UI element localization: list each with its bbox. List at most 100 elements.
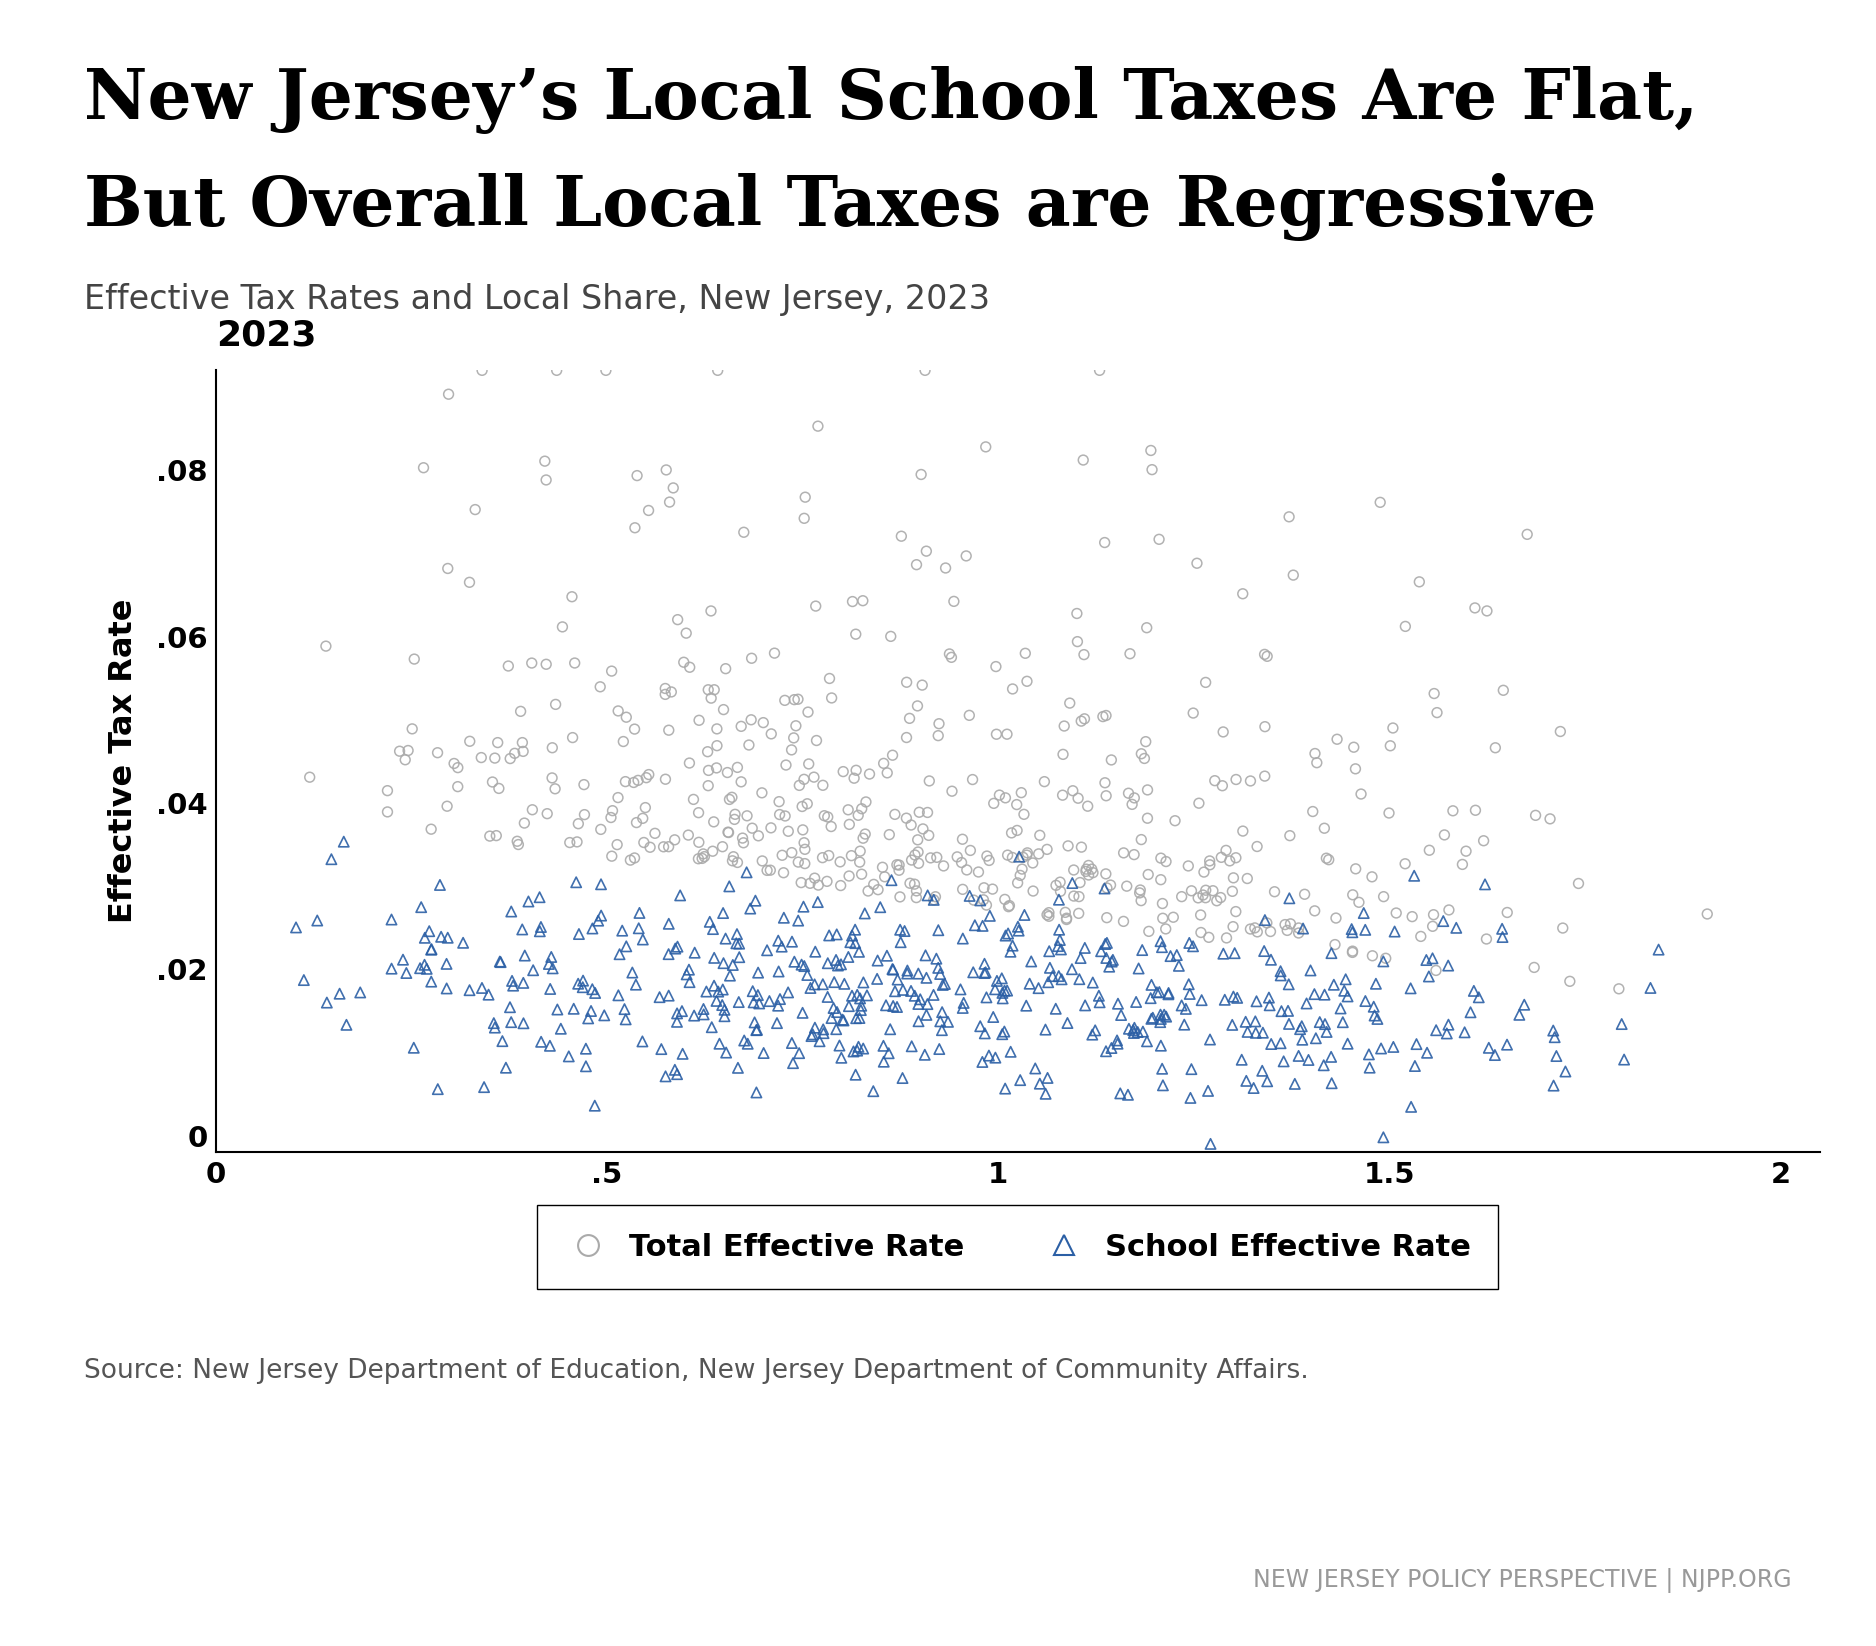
Point xyxy=(1218,983,1248,1009)
Point xyxy=(833,797,863,823)
Point xyxy=(848,969,878,996)
Point xyxy=(662,933,692,960)
Point xyxy=(561,869,591,895)
Point xyxy=(1356,864,1386,890)
Point xyxy=(1079,859,1109,886)
Point xyxy=(923,917,953,943)
Point xyxy=(467,357,497,384)
Point xyxy=(829,971,859,997)
Point xyxy=(863,877,893,904)
Point xyxy=(1109,909,1139,935)
Point xyxy=(1137,456,1167,482)
Point xyxy=(891,724,921,751)
Point xyxy=(938,588,968,614)
Point xyxy=(745,991,775,1017)
Point xyxy=(1347,780,1377,807)
Point xyxy=(1304,1009,1334,1035)
Point xyxy=(1191,670,1221,696)
Point xyxy=(825,849,855,876)
Point xyxy=(1431,1021,1461,1047)
Point xyxy=(715,872,745,899)
Point xyxy=(923,723,953,749)
Point xyxy=(972,843,1002,869)
Point xyxy=(1351,988,1381,1014)
Point xyxy=(1418,902,1448,928)
Point xyxy=(752,858,782,884)
Point xyxy=(777,1030,807,1057)
Point xyxy=(1097,948,1127,974)
Point xyxy=(1017,948,1047,974)
Point xyxy=(1006,780,1036,807)
Point xyxy=(666,882,696,909)
Point xyxy=(970,960,1000,986)
Point xyxy=(974,1042,1004,1068)
Point xyxy=(743,1017,773,1044)
Point xyxy=(915,844,946,871)
Point xyxy=(1058,777,1088,803)
Point xyxy=(1174,971,1204,997)
Point xyxy=(702,756,732,782)
Point xyxy=(844,986,874,1012)
Point xyxy=(705,1030,735,1057)
Point xyxy=(799,764,829,790)
Point xyxy=(771,752,801,779)
Point xyxy=(921,884,951,910)
Point xyxy=(1071,856,1101,882)
Point xyxy=(1341,856,1371,882)
Point xyxy=(765,986,795,1012)
Point xyxy=(1338,938,1368,965)
Point xyxy=(724,989,754,1016)
Point xyxy=(1047,966,1077,993)
Point xyxy=(1176,1057,1206,1083)
Point xyxy=(488,1029,518,1055)
Point xyxy=(557,724,587,751)
Point xyxy=(1358,943,1388,969)
Point xyxy=(1488,923,1518,950)
Point xyxy=(1456,999,1486,1025)
Point xyxy=(1052,905,1082,932)
Point xyxy=(1047,782,1077,808)
Point xyxy=(651,681,681,708)
Point xyxy=(852,983,882,1009)
Point xyxy=(839,1039,869,1065)
Point xyxy=(1268,1049,1298,1075)
Point xyxy=(688,843,719,869)
Point xyxy=(1249,713,1279,739)
Point xyxy=(540,691,570,718)
Point xyxy=(281,914,311,940)
Point xyxy=(820,969,850,996)
Point xyxy=(786,869,816,895)
Point xyxy=(1401,1030,1431,1057)
Point xyxy=(497,968,527,994)
Point xyxy=(1137,971,1167,997)
Point xyxy=(585,816,615,843)
Point xyxy=(968,887,998,914)
Point xyxy=(902,877,932,904)
Text: Effective Tax Rates and Local Share, New Jersey, 2023: Effective Tax Rates and Local Share, New… xyxy=(84,283,991,316)
Point xyxy=(1064,884,1094,910)
Point xyxy=(840,930,870,956)
Point xyxy=(722,1055,752,1081)
Point xyxy=(878,956,908,983)
Point xyxy=(1056,956,1086,983)
Point xyxy=(1471,871,1501,897)
Point xyxy=(1377,714,1407,741)
Point xyxy=(583,907,613,933)
Point xyxy=(1360,971,1390,997)
Point xyxy=(1321,905,1351,932)
Point xyxy=(311,989,341,1016)
Point xyxy=(863,966,893,993)
Point xyxy=(762,1011,792,1037)
Point xyxy=(1242,833,1272,859)
Point xyxy=(431,951,461,978)
Point xyxy=(1216,848,1246,874)
Point xyxy=(1189,859,1219,886)
Point xyxy=(1047,937,1077,963)
Point xyxy=(1019,849,1049,876)
Point xyxy=(1396,974,1426,1001)
Point xyxy=(1096,747,1126,774)
Point xyxy=(737,645,767,672)
Point xyxy=(688,841,719,867)
Point xyxy=(724,945,754,971)
Point xyxy=(1051,899,1081,925)
